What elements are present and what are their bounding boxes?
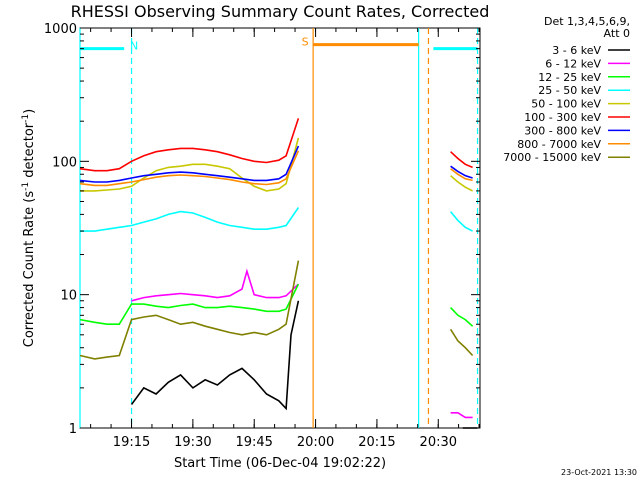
legend-entry-label: 12 - 25 keV (538, 71, 601, 84)
series-line-7000-15000-kev-after-gap (449, 328, 474, 357)
saa-label: S (302, 36, 309, 49)
series-line-3-6-kev (130, 300, 300, 411)
series-line-50-100-kev (80, 137, 300, 192)
chart-title: RHESSI Observing Summary Count Rates, Co… (71, 2, 490, 21)
y-axis-label: Corrected Count Rate (s-1 detector-1) (21, 109, 37, 347)
series-line-12-25-kev (79, 283, 300, 326)
legend-entry-label: 50 - 100 keV (531, 98, 601, 111)
series-line-100-300-kev-after-gap (450, 151, 473, 169)
x-tick-label: 20:00 (297, 435, 334, 450)
x-tick-label: 20:30 (420, 435, 457, 450)
legend-header: Att 0 (604, 27, 630, 40)
legend-entry-label: 100 - 300 keV (524, 111, 601, 124)
series-line-100-300-kev (79, 118, 300, 172)
series-line-800-7000-kev (79, 150, 300, 187)
night-label: N (130, 40, 138, 53)
x-tick-label: 19:45 (235, 435, 272, 450)
series-line-300-800-kev-after-gap (450, 165, 473, 179)
legend-entry-label: 6 - 12 keV (545, 57, 601, 70)
x-tick-label: 19:30 (174, 435, 211, 450)
series-line-25-50-kev-after-gap (449, 211, 473, 232)
series-line-800-7000-kev-after-gap (450, 168, 473, 182)
legend-header: Det 1,3,4,5,6,9, (544, 15, 630, 28)
y-tick-label: 100 (52, 155, 77, 170)
x-tick-label: 19:15 (113, 435, 150, 450)
series-line-25-50-kev (80, 207, 300, 232)
legend-entry-label: 800 - 7000 keV (517, 138, 601, 151)
footer-timestamp: 23-Oct-2021 13:30 (561, 468, 637, 477)
series-line-50-100-kev-after-gap (450, 175, 473, 192)
axis-layer: 1 10 100 1000 19:15 19:30 19:45 20:00 20:15 20:30 (44, 22, 480, 450)
series-layer (79, 118, 478, 429)
x-axis-label: Start Time (06-Dec-04 19:02:22) (174, 456, 386, 471)
series-line-6-12-kev (131, 268, 299, 302)
series-line-6-12-kev-after-gap (450, 411, 473, 419)
legend-entry-label: 25 - 50 keV (538, 84, 601, 97)
legend-entry-label: 300 - 800 keV (524, 124, 601, 137)
series-line-12-25-kev-after-gap (450, 307, 474, 327)
legend-entry-label: 3 - 6 keV (552, 44, 601, 57)
legend-entry-label: 7000 - 15000 keV (503, 151, 601, 164)
series-line-300-800-kev (79, 145, 300, 183)
y-tick-label: 1000 (44, 22, 77, 37)
y-tick-label: 10 (60, 289, 77, 304)
x-tick-label: 20:15 (358, 435, 395, 450)
series-line-7000-15000-kev (79, 260, 300, 360)
y-tick-label: 1 (69, 422, 77, 437)
plot-frame (79, 27, 481, 429)
